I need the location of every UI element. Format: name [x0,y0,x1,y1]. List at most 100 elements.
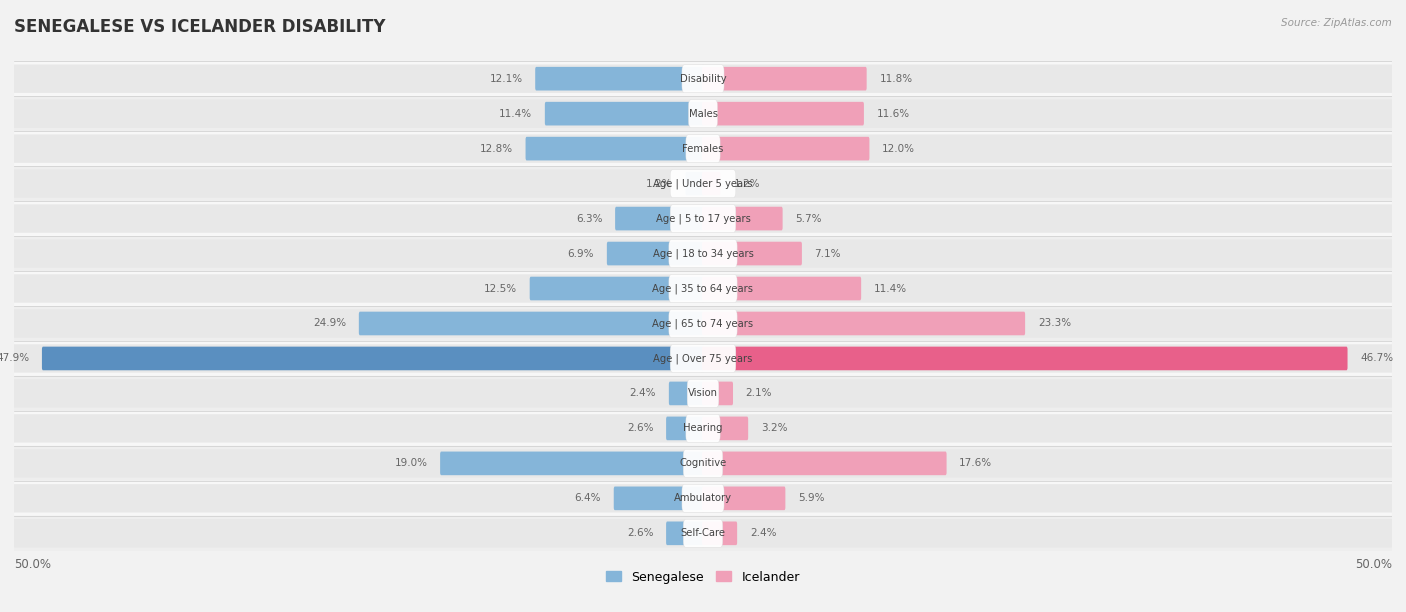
Text: Hearing: Hearing [683,424,723,433]
FancyBboxPatch shape [682,65,724,92]
FancyBboxPatch shape [702,67,866,91]
Text: Males: Males [689,109,717,119]
FancyBboxPatch shape [14,236,1392,271]
FancyBboxPatch shape [14,411,1392,446]
FancyBboxPatch shape [702,521,737,545]
FancyBboxPatch shape [702,207,783,230]
FancyBboxPatch shape [13,414,704,442]
FancyBboxPatch shape [14,201,1392,236]
Text: 12.0%: 12.0% [882,144,915,154]
FancyBboxPatch shape [13,449,704,477]
Text: Source: ZipAtlas.com: Source: ZipAtlas.com [1281,18,1392,28]
FancyBboxPatch shape [669,310,737,337]
FancyBboxPatch shape [13,379,704,408]
FancyBboxPatch shape [683,449,723,477]
FancyBboxPatch shape [702,417,748,440]
Text: Females: Females [682,144,724,154]
FancyBboxPatch shape [702,345,1393,373]
FancyBboxPatch shape [702,452,946,475]
Text: SENEGALESE VS ICELANDER DISABILITY: SENEGALESE VS ICELANDER DISABILITY [14,18,385,36]
FancyBboxPatch shape [14,166,1392,201]
FancyBboxPatch shape [702,274,1393,303]
FancyBboxPatch shape [13,170,704,198]
FancyBboxPatch shape [702,382,733,405]
FancyBboxPatch shape [530,277,704,300]
FancyBboxPatch shape [702,449,1393,477]
Text: 5.7%: 5.7% [796,214,823,223]
FancyBboxPatch shape [702,239,1393,267]
FancyBboxPatch shape [13,64,704,93]
Text: Vision: Vision [688,389,718,398]
FancyBboxPatch shape [14,341,1392,376]
Text: 19.0%: 19.0% [395,458,427,468]
Text: 12.1%: 12.1% [489,73,523,84]
FancyBboxPatch shape [702,172,721,195]
Text: 5.9%: 5.9% [799,493,824,503]
FancyBboxPatch shape [13,519,704,548]
FancyBboxPatch shape [702,100,1393,128]
Text: 47.9%: 47.9% [0,354,30,364]
FancyBboxPatch shape [702,170,1393,198]
Text: 24.9%: 24.9% [314,318,346,329]
FancyBboxPatch shape [13,135,704,163]
FancyBboxPatch shape [702,204,1393,233]
FancyBboxPatch shape [669,240,737,267]
Text: Age | 35 to 64 years: Age | 35 to 64 years [652,283,754,294]
Text: 6.9%: 6.9% [568,248,595,258]
FancyBboxPatch shape [702,277,860,300]
FancyBboxPatch shape [702,484,1393,512]
FancyBboxPatch shape [14,306,1392,341]
FancyBboxPatch shape [666,521,704,545]
Text: 2.1%: 2.1% [745,389,772,398]
FancyBboxPatch shape [13,100,704,128]
Text: 7.1%: 7.1% [814,248,841,258]
FancyBboxPatch shape [689,100,717,127]
Text: Age | Under 5 years: Age | Under 5 years [654,178,752,189]
FancyBboxPatch shape [614,207,704,230]
FancyBboxPatch shape [14,61,1392,96]
FancyBboxPatch shape [14,271,1392,306]
Text: Age | 18 to 34 years: Age | 18 to 34 years [652,248,754,259]
FancyBboxPatch shape [702,102,863,125]
Text: 23.3%: 23.3% [1038,318,1071,329]
Text: Disability: Disability [679,73,727,84]
FancyBboxPatch shape [14,96,1392,131]
FancyBboxPatch shape [666,417,704,440]
FancyBboxPatch shape [702,414,1393,442]
Text: Self-Care: Self-Care [681,528,725,539]
Text: Cognitive: Cognitive [679,458,727,468]
Text: 6.3%: 6.3% [576,214,602,223]
FancyBboxPatch shape [14,516,1392,551]
FancyBboxPatch shape [702,379,1393,408]
Text: 11.4%: 11.4% [499,109,531,119]
Text: 50.0%: 50.0% [1355,559,1392,572]
FancyBboxPatch shape [671,345,735,372]
FancyBboxPatch shape [13,239,704,267]
FancyBboxPatch shape [13,204,704,233]
FancyBboxPatch shape [13,484,704,512]
FancyBboxPatch shape [702,487,786,510]
Text: 11.4%: 11.4% [875,283,907,294]
FancyBboxPatch shape [526,137,704,160]
Text: 12.8%: 12.8% [479,144,513,154]
FancyBboxPatch shape [14,446,1392,481]
Text: Ambulatory: Ambulatory [673,493,733,503]
FancyBboxPatch shape [14,131,1392,166]
FancyBboxPatch shape [702,135,1393,163]
FancyBboxPatch shape [669,275,737,302]
Text: Age | 65 to 74 years: Age | 65 to 74 years [652,318,754,329]
FancyBboxPatch shape [614,487,704,510]
FancyBboxPatch shape [607,242,704,266]
FancyBboxPatch shape [686,135,720,163]
FancyBboxPatch shape [671,170,735,198]
FancyBboxPatch shape [440,452,704,475]
FancyBboxPatch shape [685,172,704,195]
Text: 2.6%: 2.6% [627,528,654,539]
Text: 3.2%: 3.2% [761,424,787,433]
Text: 17.6%: 17.6% [959,458,993,468]
Legend: Senegalese, Icelander: Senegalese, Icelander [602,565,804,589]
Text: Age | 5 to 17 years: Age | 5 to 17 years [655,214,751,224]
FancyBboxPatch shape [702,346,1347,370]
Text: 46.7%: 46.7% [1360,354,1393,364]
FancyBboxPatch shape [14,376,1392,411]
